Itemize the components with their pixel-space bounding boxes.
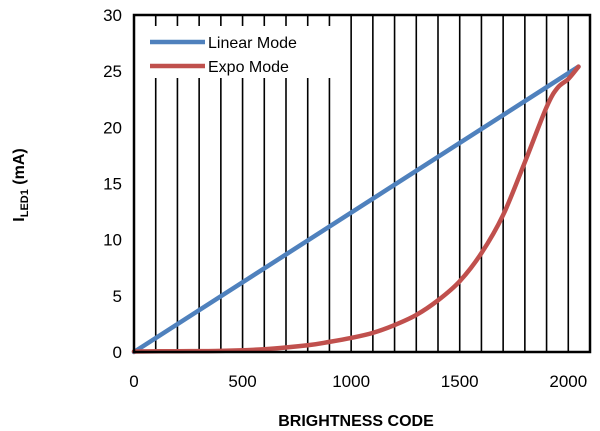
y-axis-title-unit: (mA) — [11, 148, 28, 189]
y-tick-label: 20 — [103, 118, 122, 137]
x-tick-label: 0 — [129, 372, 138, 391]
x-tick-label: 500 — [228, 372, 256, 391]
plot-area-frame — [132, 13, 592, 354]
x-tick-label: 1000 — [332, 372, 370, 391]
series-line-linear-mode — [131, 64, 581, 355]
y-tick-label: 0 — [113, 343, 122, 362]
y-axis-title-subscript: LED1 — [19, 189, 31, 217]
x-tick-label: 2000 — [549, 372, 587, 391]
legend-label: Expo Mode — [208, 59, 289, 76]
x-axis-title: BRIGHTNESS CODE — [278, 413, 434, 430]
y-tick-label: 5 — [113, 287, 122, 306]
y-axis-title-main: I — [11, 217, 28, 221]
x-tick-label: 1500 — [441, 372, 479, 391]
legend-box — [142, 26, 338, 78]
y-axis-title: ILED1 (mA) — [11, 148, 31, 221]
legend: Linear Mode Expo Mode — [142, 26, 338, 78]
axis-ticks: 0 500 1000 1500 2000 0 5 10 15 20 25 30 — [103, 6, 587, 391]
y-tick-label: 15 — [103, 175, 122, 194]
legend-label: Linear Mode — [208, 35, 297, 52]
y-tick-label: 30 — [103, 6, 122, 25]
series-line-expo-mode — [131, 64, 581, 354]
series-lines — [131, 64, 581, 355]
y-tick-label: 10 — [103, 231, 122, 250]
y-tick-label: 25 — [103, 62, 122, 81]
